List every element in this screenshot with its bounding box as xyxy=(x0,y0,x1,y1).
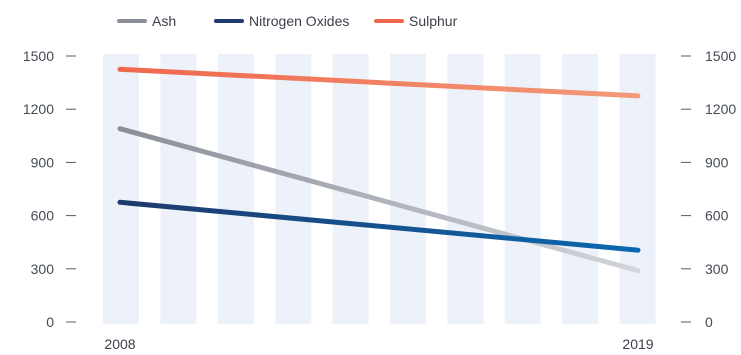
right-y-tick-label: 300 xyxy=(705,261,729,277)
background-column xyxy=(160,54,197,324)
background-column xyxy=(217,54,254,324)
background-column xyxy=(103,54,139,324)
legend-label: Ash xyxy=(152,13,176,29)
left-y-tick-label: 0 xyxy=(46,314,54,330)
right-y-axis: 0 300 600 900 1200 1500 xyxy=(681,48,736,330)
background-column xyxy=(390,54,426,324)
right-y-tick-label: 600 xyxy=(705,208,729,224)
series-line-ash xyxy=(117,126,641,274)
series-line-sulphur xyxy=(117,66,641,99)
left-y-tick-label: 600 xyxy=(31,208,55,224)
x-axis: 2008 2019 xyxy=(104,336,653,352)
series-line-nitrogen-oxides xyxy=(117,199,641,253)
right-y-tick-label: 1500 xyxy=(705,48,736,64)
background-column xyxy=(504,54,541,324)
legend-item: Sulphur xyxy=(374,13,458,29)
legend-label: Sulphur xyxy=(409,13,458,29)
right-y-tick-label: 1200 xyxy=(705,101,736,117)
x-tick-label: 2008 xyxy=(104,336,135,352)
background-column xyxy=(447,54,484,324)
right-y-tick-label: 0 xyxy=(705,314,713,330)
left-y-tick-label: 1200 xyxy=(23,101,54,117)
x-tick-label: 2019 xyxy=(622,336,653,352)
right-y-tick-label: 900 xyxy=(705,154,729,170)
background-column xyxy=(275,54,312,324)
left-y-tick-label: 1500 xyxy=(23,48,54,64)
legend-item: Ash xyxy=(117,13,176,29)
series-lines xyxy=(117,66,641,274)
legend-item: Nitrogen Oxides xyxy=(214,13,349,29)
background-column xyxy=(619,54,656,324)
left-y-axis: 0 300 600 900 1200 1500 xyxy=(23,48,76,330)
background-column xyxy=(562,54,599,324)
left-y-tick-label: 300 xyxy=(31,261,55,277)
legend: Ash Nitrogen Oxides Sulphur xyxy=(117,13,458,29)
legend-label: Nitrogen Oxides xyxy=(249,13,349,29)
left-y-tick-label: 900 xyxy=(31,154,55,170)
